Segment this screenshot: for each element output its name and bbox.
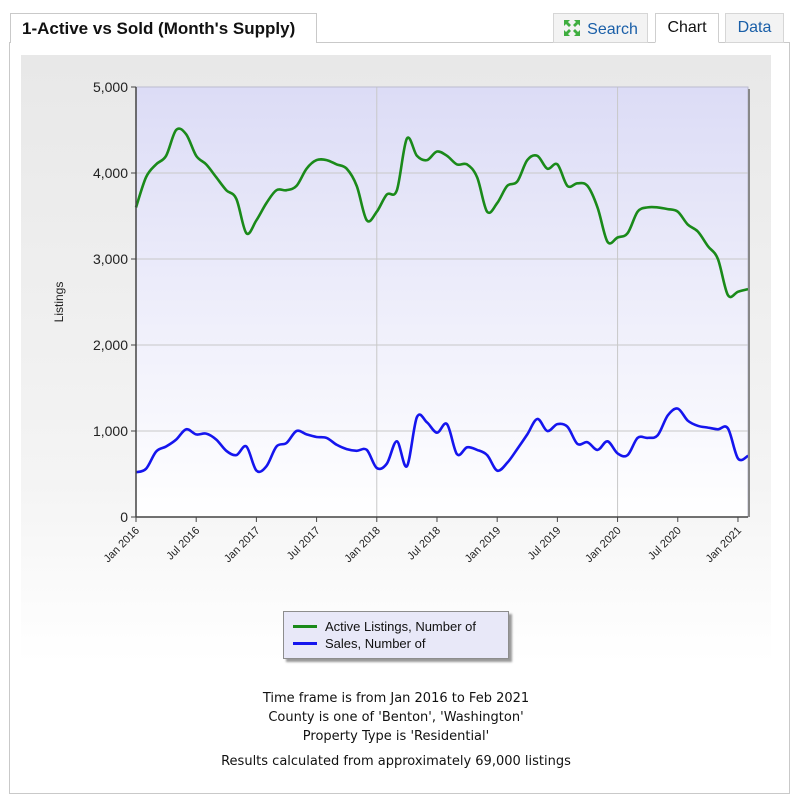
x-tick-label: Jan 2016 — [102, 525, 142, 565]
legend-item-sales: Sales, Number of — [293, 635, 425, 651]
y-tick-label: 0 — [120, 509, 128, 525]
y-tick-label: 1,000 — [93, 423, 128, 439]
criteria-summary: Time frame is from Jan 2016 to Feb 2021 … — [0, 689, 792, 771]
legend-swatch-green — [293, 624, 317, 628]
x-tick-label: Jan 2018 — [342, 525, 382, 565]
x-tick-label: Jan 2020 — [583, 525, 623, 565]
results-count-text: Results calculated from approximately 69… — [221, 754, 571, 769]
tab-chart-label: Chart — [667, 19, 707, 36]
x-tick-label: Jul 2016 — [164, 525, 202, 563]
series-line-sales — [135, 407, 749, 474]
chart-legend: Active Listings, Number of Sales, Number… — [283, 611, 509, 659]
series-line-active-listings — [134, 127, 749, 299]
y-tick-label: 2,000 — [93, 337, 128, 353]
x-tick-label: Jan 2017 — [222, 525, 262, 565]
legend-label-active: Active Listings, Number of — [325, 618, 477, 634]
x-tick-label: Jul 2018 — [405, 525, 443, 563]
y-axis-label: Listings — [52, 282, 66, 323]
plot-area — [136, 87, 748, 517]
property-type-text: Property Type is 'Residential' — [302, 729, 490, 744]
legend-label-sales: Sales, Number of — [325, 635, 426, 651]
report-title: 1-Active vs Sold (Month's Supply) — [10, 13, 317, 43]
x-tick-label: Jul 2017 — [285, 525, 323, 563]
line-chart: 0 1,000 2,000 3,000 4,000 5,000 Jan 2016 Jul 20… — [52, 79, 750, 565]
y-tick-label: 3,000 — [93, 251, 128, 267]
tab-data[interactable]: Data — [725, 13, 784, 43]
timeframe-text: Time frame is from Jan 2016 to Feb 2021 — [262, 691, 530, 706]
tab-data-label: Data — [737, 19, 772, 36]
tab-search-label: Search — [587, 21, 638, 38]
y-tick-label: 4,000 — [93, 165, 128, 181]
legend-item-active-listings: Active Listings, Number of — [293, 618, 476, 634]
county-text: County is one of 'Benton', 'Washington' — [268, 710, 524, 725]
tab-search[interactable]: Search — [553, 13, 648, 43]
x-tick-label: Jul 2020 — [646, 525, 684, 563]
legend-swatch-blue — [293, 641, 317, 645]
expand-arrows-icon — [563, 19, 582, 37]
y-tick-label: 5,000 — [93, 79, 128, 95]
x-tick-label: Jan 2019 — [463, 525, 503, 565]
x-tick-label: Jul 2019 — [526, 525, 564, 563]
x-tick-label: Jan 2021 — [704, 525, 744, 565]
tab-chart[interactable]: Chart — [655, 13, 719, 43]
series-layer — [134, 127, 749, 474]
